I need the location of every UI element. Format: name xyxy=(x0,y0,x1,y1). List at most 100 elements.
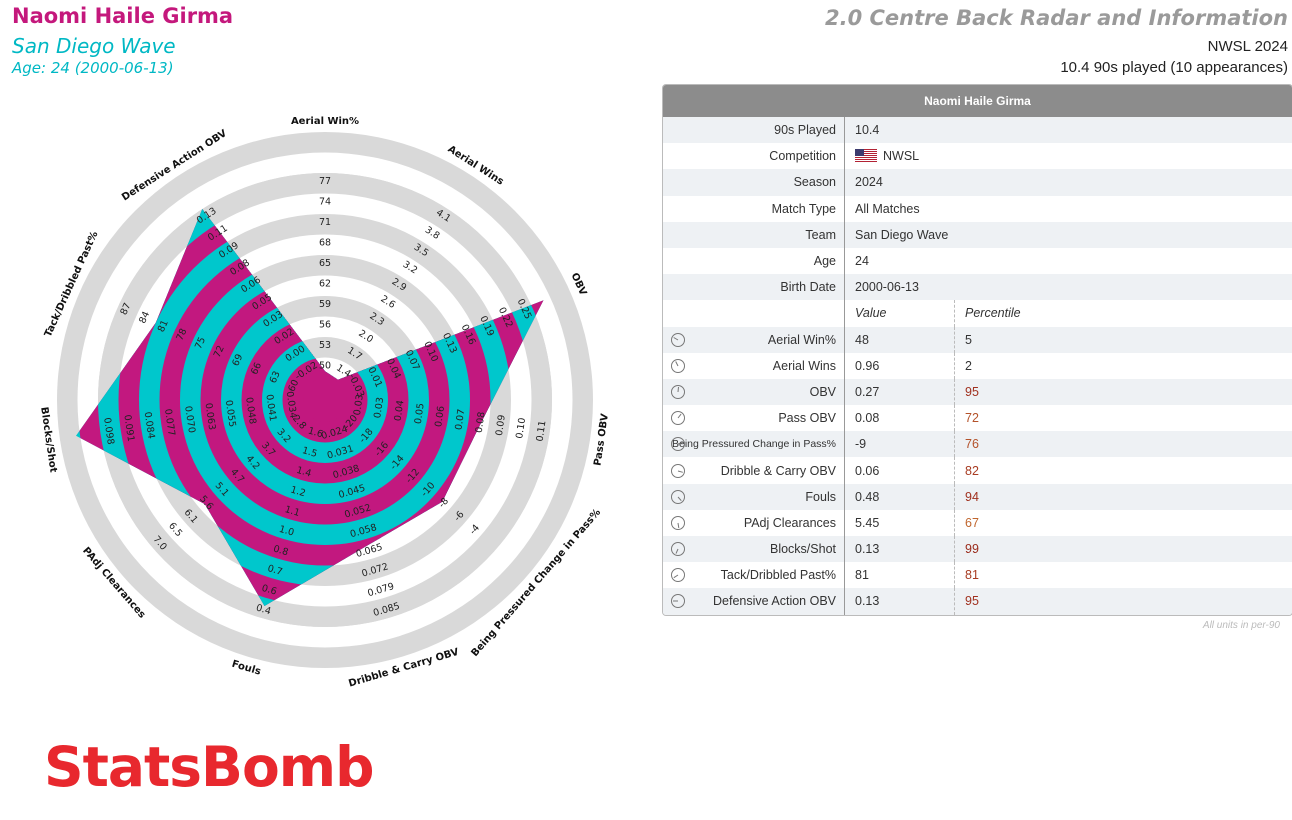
row-value-text: 24 xyxy=(855,254,869,269)
stat-row: PAdj Clearances 5.45 67 xyxy=(663,509,1292,536)
radar-tick-label: 77 xyxy=(319,176,331,187)
stat-row: Dribble & Carry OBV 0.06 82 xyxy=(663,457,1292,484)
stat-label-text: Tack/Dribbled Past% xyxy=(720,568,836,583)
radar-tick-label: 1.4 xyxy=(295,465,313,480)
stat-value: 81 xyxy=(845,562,955,589)
stat-label-text: Pass OBV xyxy=(778,411,836,426)
stat-percentile: 94 xyxy=(965,489,979,504)
stat-label: Tack/Dribbled Past% xyxy=(663,562,845,589)
row-value: NWSL xyxy=(845,143,955,169)
stat-percentile: 82 xyxy=(965,463,979,478)
table-subheader-row: Value Percentile xyxy=(663,300,1292,327)
radar-tick-label: 0.070 xyxy=(182,405,197,433)
radar-tick-label: 59 xyxy=(319,299,331,310)
radar-tick-label: 0.6 xyxy=(260,583,278,598)
row-value-text: All Matches xyxy=(855,201,920,216)
player-name: Naomi Haile Girma xyxy=(12,4,234,28)
table-row: Age 24 xyxy=(663,247,1292,275)
row-label: Season xyxy=(663,169,845,196)
percentile-column-header: Percentile xyxy=(965,306,1021,321)
radar-tick-label: 56 xyxy=(319,319,331,330)
radar-tick-label: 68 xyxy=(319,237,331,248)
stat-value: 5.45 xyxy=(845,509,955,536)
stat-label: PAdj Clearances xyxy=(663,509,845,536)
stat-label-text: Aerial Wins xyxy=(772,358,836,373)
stat-row: Tack/Dribbled Past% 81 81 xyxy=(663,562,1292,589)
row-value-text: 10.4 xyxy=(855,123,880,138)
row-value-text: NWSL xyxy=(883,149,920,164)
radar-tick-label: 0.08 xyxy=(474,411,488,434)
radar-tick-label: 75 xyxy=(193,335,208,351)
radar-axis-label: OBV xyxy=(568,271,588,297)
stat-value: 0.06 xyxy=(845,457,955,484)
row-label-text: Age xyxy=(813,254,836,269)
gauge-icon xyxy=(671,463,685,478)
radar-tick-label: 53 xyxy=(319,340,331,351)
radar-tick-label: 66 xyxy=(249,361,264,377)
stat-percentile: 95 xyxy=(965,384,979,399)
row-label: Competition xyxy=(663,143,845,170)
stat-row: Blocks/Shot 0.13 99 xyxy=(663,536,1292,563)
stat-label-text: Dribble & Carry OBV xyxy=(720,463,836,478)
stat-label-text: Aerial Win% xyxy=(767,332,836,347)
row-value-text: 2024 xyxy=(855,175,883,190)
stat-label: Aerial Wins xyxy=(663,352,845,379)
stat-label: Defensive Action OBV xyxy=(663,588,845,615)
stat-label-text: Being Pressured Change in Pass% xyxy=(671,438,836,451)
gauge-icon xyxy=(671,358,685,373)
table-row: 90s Played 10.4 xyxy=(663,117,1292,144)
gauge-icon xyxy=(671,437,685,452)
row-label: 90s Played xyxy=(663,117,845,144)
info-table: Naomi Haile Girma 90s Played 10.4 Competit… xyxy=(662,84,1292,616)
stat-value: -9 xyxy=(845,431,955,458)
gauge-icon xyxy=(671,568,685,583)
row-value-text: 2000-06-13 xyxy=(855,280,919,295)
radar-tick-label: 0.041 xyxy=(263,394,278,422)
competition-line: NWSL 2024 xyxy=(1207,38,1288,55)
row-label: Age xyxy=(663,247,845,275)
stat-row: Being Pressured Change in Pass% -9 76 xyxy=(663,431,1292,458)
radar-tick-label: 1.2 xyxy=(289,484,307,499)
stat-value: 48 xyxy=(845,326,955,353)
table-row: Match Type All Matches xyxy=(663,195,1292,222)
table-row: Birth Date 2000-06-13 xyxy=(663,274,1292,301)
gauge-icon xyxy=(671,332,685,347)
played-line: 10.4 90s played (10 appearances) xyxy=(1060,59,1288,76)
radar-tick-label: 69 xyxy=(230,352,245,368)
stat-label: Pass OBV xyxy=(663,405,845,432)
radar-tick-label: 0.063 xyxy=(203,402,218,430)
stat-percentile: 99 xyxy=(965,542,979,557)
radar-tick-label: 0.034 xyxy=(284,391,299,419)
row-label-text: Birth Date xyxy=(780,280,836,295)
stat-percentile: 81 xyxy=(965,568,979,583)
table-row: Season 2024 xyxy=(663,169,1292,196)
stat-label-text: OBV xyxy=(809,384,836,399)
row-label: Match Type xyxy=(663,195,845,222)
row-value-text: San Diego Wave xyxy=(855,227,949,242)
row-value: San Diego Wave xyxy=(845,222,955,248)
row-label-text: Match Type xyxy=(771,201,836,216)
radar-tick-label: 0.07 xyxy=(453,408,467,431)
radar-tick-label: 71 xyxy=(319,217,331,228)
radar-tick-label: 74 xyxy=(319,196,331,207)
stat-value: 0.27 xyxy=(845,378,955,406)
value-column-header: Value xyxy=(845,300,955,327)
stat-row: Fouls 0.48 94 xyxy=(663,483,1292,510)
radar-tick-label: 1.0 xyxy=(278,524,296,539)
stat-percentile: 2 xyxy=(965,358,972,373)
subheader-blank xyxy=(663,300,845,327)
row-label-text: 90s Played xyxy=(774,123,836,138)
radar-tick-label: 0.048 xyxy=(243,396,258,424)
radar-tick-label: 72 xyxy=(212,344,227,360)
stat-label: OBV xyxy=(663,378,845,406)
team-name: San Diego Wave xyxy=(12,34,176,58)
row-label-text: Team xyxy=(805,227,836,242)
stat-row: OBV 0.27 95 xyxy=(663,378,1292,406)
stat-row: Defensive Action OBV 0.13 95 xyxy=(663,588,1292,615)
report-title: 2.0 Centre Back Radar and Information xyxy=(825,6,1288,30)
row-value: 2000-06-13 xyxy=(845,274,955,300)
stat-label-text: PAdj Clearances xyxy=(743,515,836,530)
table-row: Team San Diego Wave xyxy=(663,221,1292,248)
radar-tick-label: 0.06 xyxy=(433,405,447,428)
